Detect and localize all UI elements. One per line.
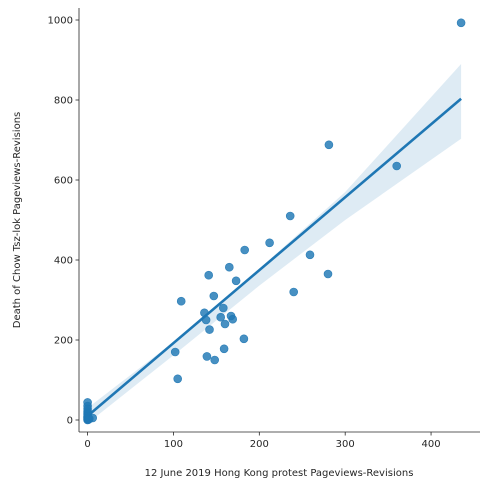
x-tick-label: 0 — [84, 439, 90, 450]
data-point — [457, 19, 465, 27]
y-axis-ticks: 0 200 400 600 800 1000 — [48, 16, 79, 427]
data-points-layer — [84, 19, 466, 424]
regression-line — [88, 99, 462, 416]
data-point — [200, 309, 208, 317]
data-point — [240, 335, 248, 343]
data-point — [203, 352, 211, 360]
x-axis-ticks: 0 100 200 300 400 — [84, 432, 440, 450]
x-tick-label: 400 — [422, 439, 441, 450]
data-point — [221, 320, 229, 328]
y-axis-label: Death of Chow Tsz-lok Pageviews-Revision… — [12, 112, 23, 328]
data-point — [229, 315, 237, 323]
y-tick-label: 1000 — [48, 16, 73, 27]
x-tick-label: 200 — [250, 439, 269, 450]
y-tick-label: 600 — [54, 176, 73, 187]
data-point — [211, 356, 219, 364]
data-point — [177, 297, 185, 305]
data-point — [232, 277, 240, 285]
data-point — [84, 398, 92, 406]
regression-line-layer — [88, 99, 462, 416]
data-point — [325, 141, 333, 149]
data-point — [171, 348, 179, 356]
data-point — [205, 271, 213, 279]
y-tick-label: 200 — [54, 336, 73, 347]
data-point — [225, 263, 233, 271]
data-point — [393, 162, 401, 170]
data-point — [241, 246, 249, 254]
x-tick-label: 100 — [164, 439, 183, 450]
data-point — [286, 212, 294, 220]
data-point — [210, 292, 218, 300]
data-point — [206, 326, 214, 334]
y-tick-label: 400 — [54, 256, 73, 267]
data-point — [290, 288, 298, 296]
data-point — [89, 414, 97, 422]
x-axis-label: 12 June 2019 Hong Kong protest Pageviews… — [145, 468, 414, 479]
data-point — [202, 316, 210, 324]
y-tick-label: 800 — [54, 96, 73, 107]
data-point — [219, 304, 227, 312]
data-point — [324, 270, 332, 278]
x-tick-label: 300 — [336, 439, 355, 450]
data-point — [266, 239, 274, 247]
data-point — [220, 345, 228, 353]
data-point — [174, 375, 182, 383]
data-point — [306, 251, 314, 259]
y-tick-label: 0 — [67, 416, 73, 427]
